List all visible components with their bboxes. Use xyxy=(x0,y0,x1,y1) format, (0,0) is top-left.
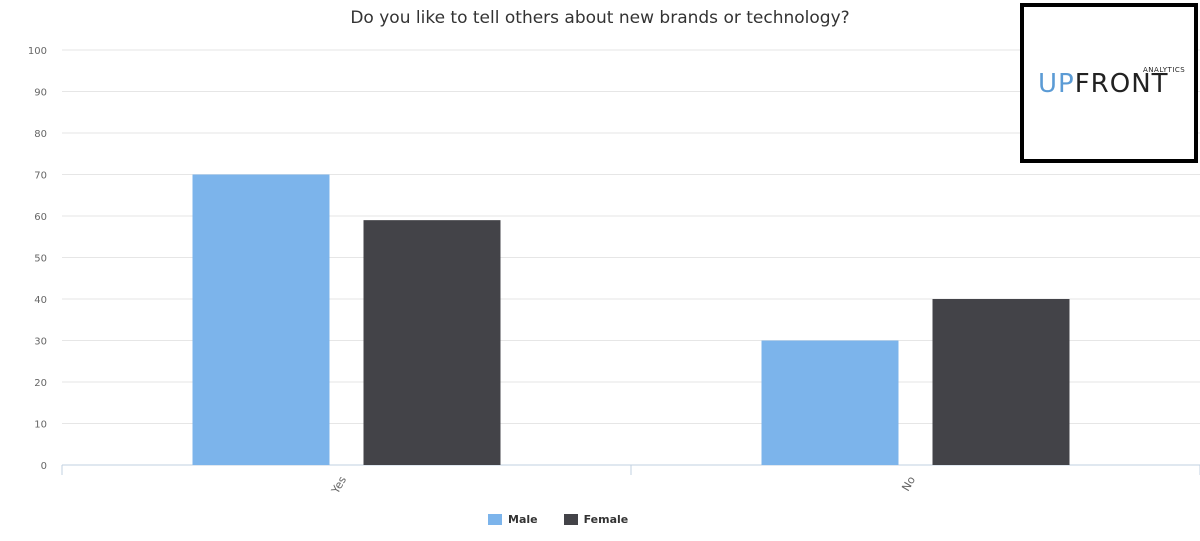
upfront-analytics-logo: ANALYTICS UPFRONT xyxy=(1020,3,1198,163)
y-tick-label-0: 0 xyxy=(41,461,47,472)
x-tick-label-no: No xyxy=(899,474,918,494)
y-tick-label-10: 10 xyxy=(34,420,47,431)
logo-part-front: FRONT xyxy=(1074,69,1169,99)
legend-swatch-male xyxy=(488,514,502,525)
x-tick-label-yes: Yes xyxy=(328,474,349,497)
y-tick-label-100: 100 xyxy=(28,46,47,57)
bar-female-yes xyxy=(363,220,501,465)
y-tick-label-20: 20 xyxy=(34,378,47,389)
y-tick-label-90: 90 xyxy=(34,88,47,99)
bar-female-no xyxy=(932,299,1070,465)
legend-item-female[interactable]: Female xyxy=(563,513,629,526)
y-tick-label-30: 30 xyxy=(34,337,47,348)
logo-subtitle: ANALYTICS xyxy=(1143,66,1186,74)
logo-wordmark: UPFRONT xyxy=(1038,71,1169,97)
legend-swatch-female xyxy=(563,514,578,525)
bar-male-yes xyxy=(192,174,330,465)
legend-label-male: Male xyxy=(508,513,538,526)
bar-male-no xyxy=(761,340,899,465)
legend-label-female: Female xyxy=(583,513,629,526)
logo-part-up: UP xyxy=(1038,69,1075,99)
legend-item-male[interactable]: Male xyxy=(488,513,538,526)
y-tick-label-70: 70 xyxy=(34,171,47,182)
chart-legend: Male Female xyxy=(488,513,628,526)
y-tick-label-80: 80 xyxy=(34,129,47,140)
chart-title: Do you like to tell others about new bra… xyxy=(350,8,850,28)
y-tick-label-60: 60 xyxy=(34,212,47,223)
y-tick-label-40: 40 xyxy=(34,295,47,306)
y-tick-label-50: 50 xyxy=(34,254,47,265)
